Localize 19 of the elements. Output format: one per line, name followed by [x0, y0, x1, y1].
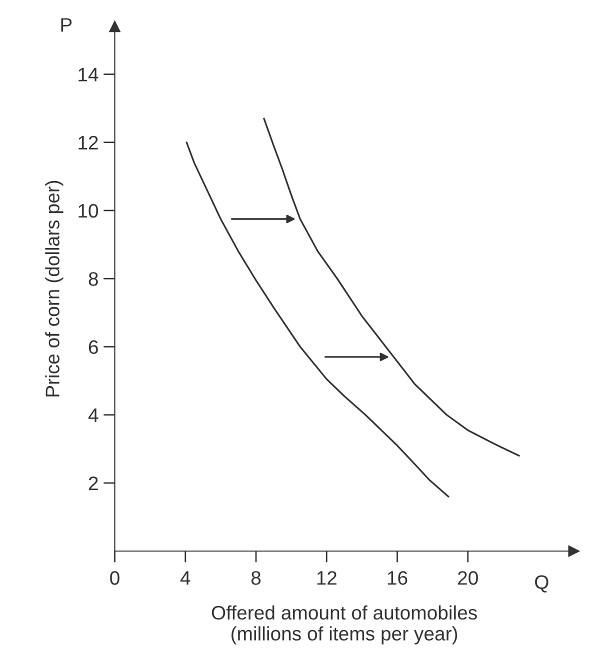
- x-tick-label: 4: [180, 571, 190, 585]
- x-tick-label: 12: [317, 571, 336, 585]
- x-tick-label: 16: [388, 571, 408, 585]
- text: P: [61, 18, 72, 32]
- y-tick-label: 2: [88, 476, 98, 490]
- y-tick-label: 8: [88, 272, 98, 286]
- x-axis-title: Offered amount of automobiles (millions of items per year): [212, 605, 477, 644]
- x-tick-label: 8: [251, 571, 261, 585]
- y-tick-label: 4: [88, 408, 98, 422]
- y-axis-title: Price of corn (dollars per): [45, 180, 64, 396]
- y-tick-label: 12: [78, 136, 98, 150]
- y-tick-label: 14: [78, 68, 98, 82]
- x-tick-label: 20: [458, 571, 478, 585]
- y-tick-label: 6: [88, 340, 98, 354]
- line-series: [263, 118, 520, 457]
- text: Q: [535, 575, 548, 592]
- line-series: [186, 142, 450, 498]
- y-tick-label: 10: [78, 204, 98, 218]
- x-tick-label: 0: [110, 571, 120, 585]
